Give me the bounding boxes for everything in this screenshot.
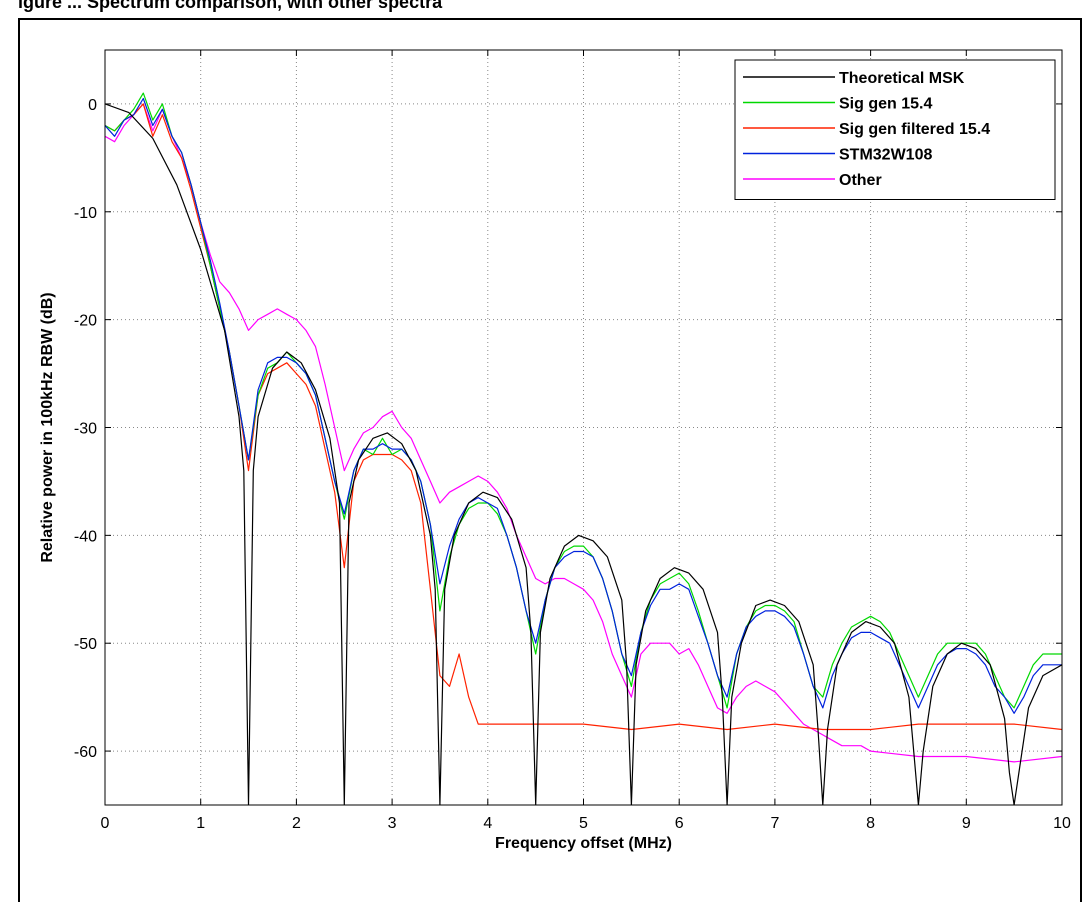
y-axis-label: Relative power in 100kHz RBW (dB) <box>39 292 56 562</box>
y-tick-label: -60 <box>74 744 97 761</box>
x-tick-label: 3 <box>388 815 397 832</box>
x-tick-label: 7 <box>770 815 779 832</box>
legend-label: Other <box>839 172 882 189</box>
legend-label: Sig gen filtered 15.4 <box>839 121 990 138</box>
figure-caption: igure ... Spectrum comparison, with othe… <box>0 0 1084 18</box>
x-tick-label: 0 <box>101 815 110 832</box>
x-tick-label: 6 <box>675 815 684 832</box>
series-group <box>105 92 1062 805</box>
legend: Theoretical MSK Sig gen 15.4 Sig gen filte… <box>734 59 1056 200</box>
legend-label: Sig gen 15.4 <box>839 96 932 113</box>
y-tick-label: 0 <box>88 97 97 114</box>
legend-label: STM32W108 <box>839 147 932 164</box>
ticks: 0 1 2 3 4 5 6 7 8 9 10 0 -10 -20 -30 -40 -50 -60 <box>74 50 1071 832</box>
series-line-theoretical-msk <box>105 103 1062 805</box>
x-axis-label: Frequency offset (MHz) <box>495 835 672 852</box>
y-tick-label: -10 <box>74 205 97 222</box>
x-tick-label: 4 <box>483 815 492 832</box>
figure-caption-text: igure ... Spectrum comparison, with othe… <box>18 0 443 12</box>
series-line-sig-gen-15-4 <box>105 92 1062 709</box>
y-tick-label: -40 <box>74 528 97 545</box>
x-tick-label: 2 <box>292 815 301 832</box>
x-tick-label: 10 <box>1053 815 1071 832</box>
x-tick-label: 9 <box>962 815 971 832</box>
x-tick-label: 5 <box>579 815 588 832</box>
y-tick-label: -20 <box>74 313 97 330</box>
y-tick-label: -50 <box>74 636 97 653</box>
x-tick-label: 8 <box>866 815 875 832</box>
legend-label: Theoretical MSK <box>839 70 965 87</box>
x-tick-label: 1 <box>196 815 205 832</box>
y-tick-label: -30 <box>74 421 97 438</box>
legend-box <box>734 59 1056 200</box>
series-line-other <box>105 103 1062 763</box>
